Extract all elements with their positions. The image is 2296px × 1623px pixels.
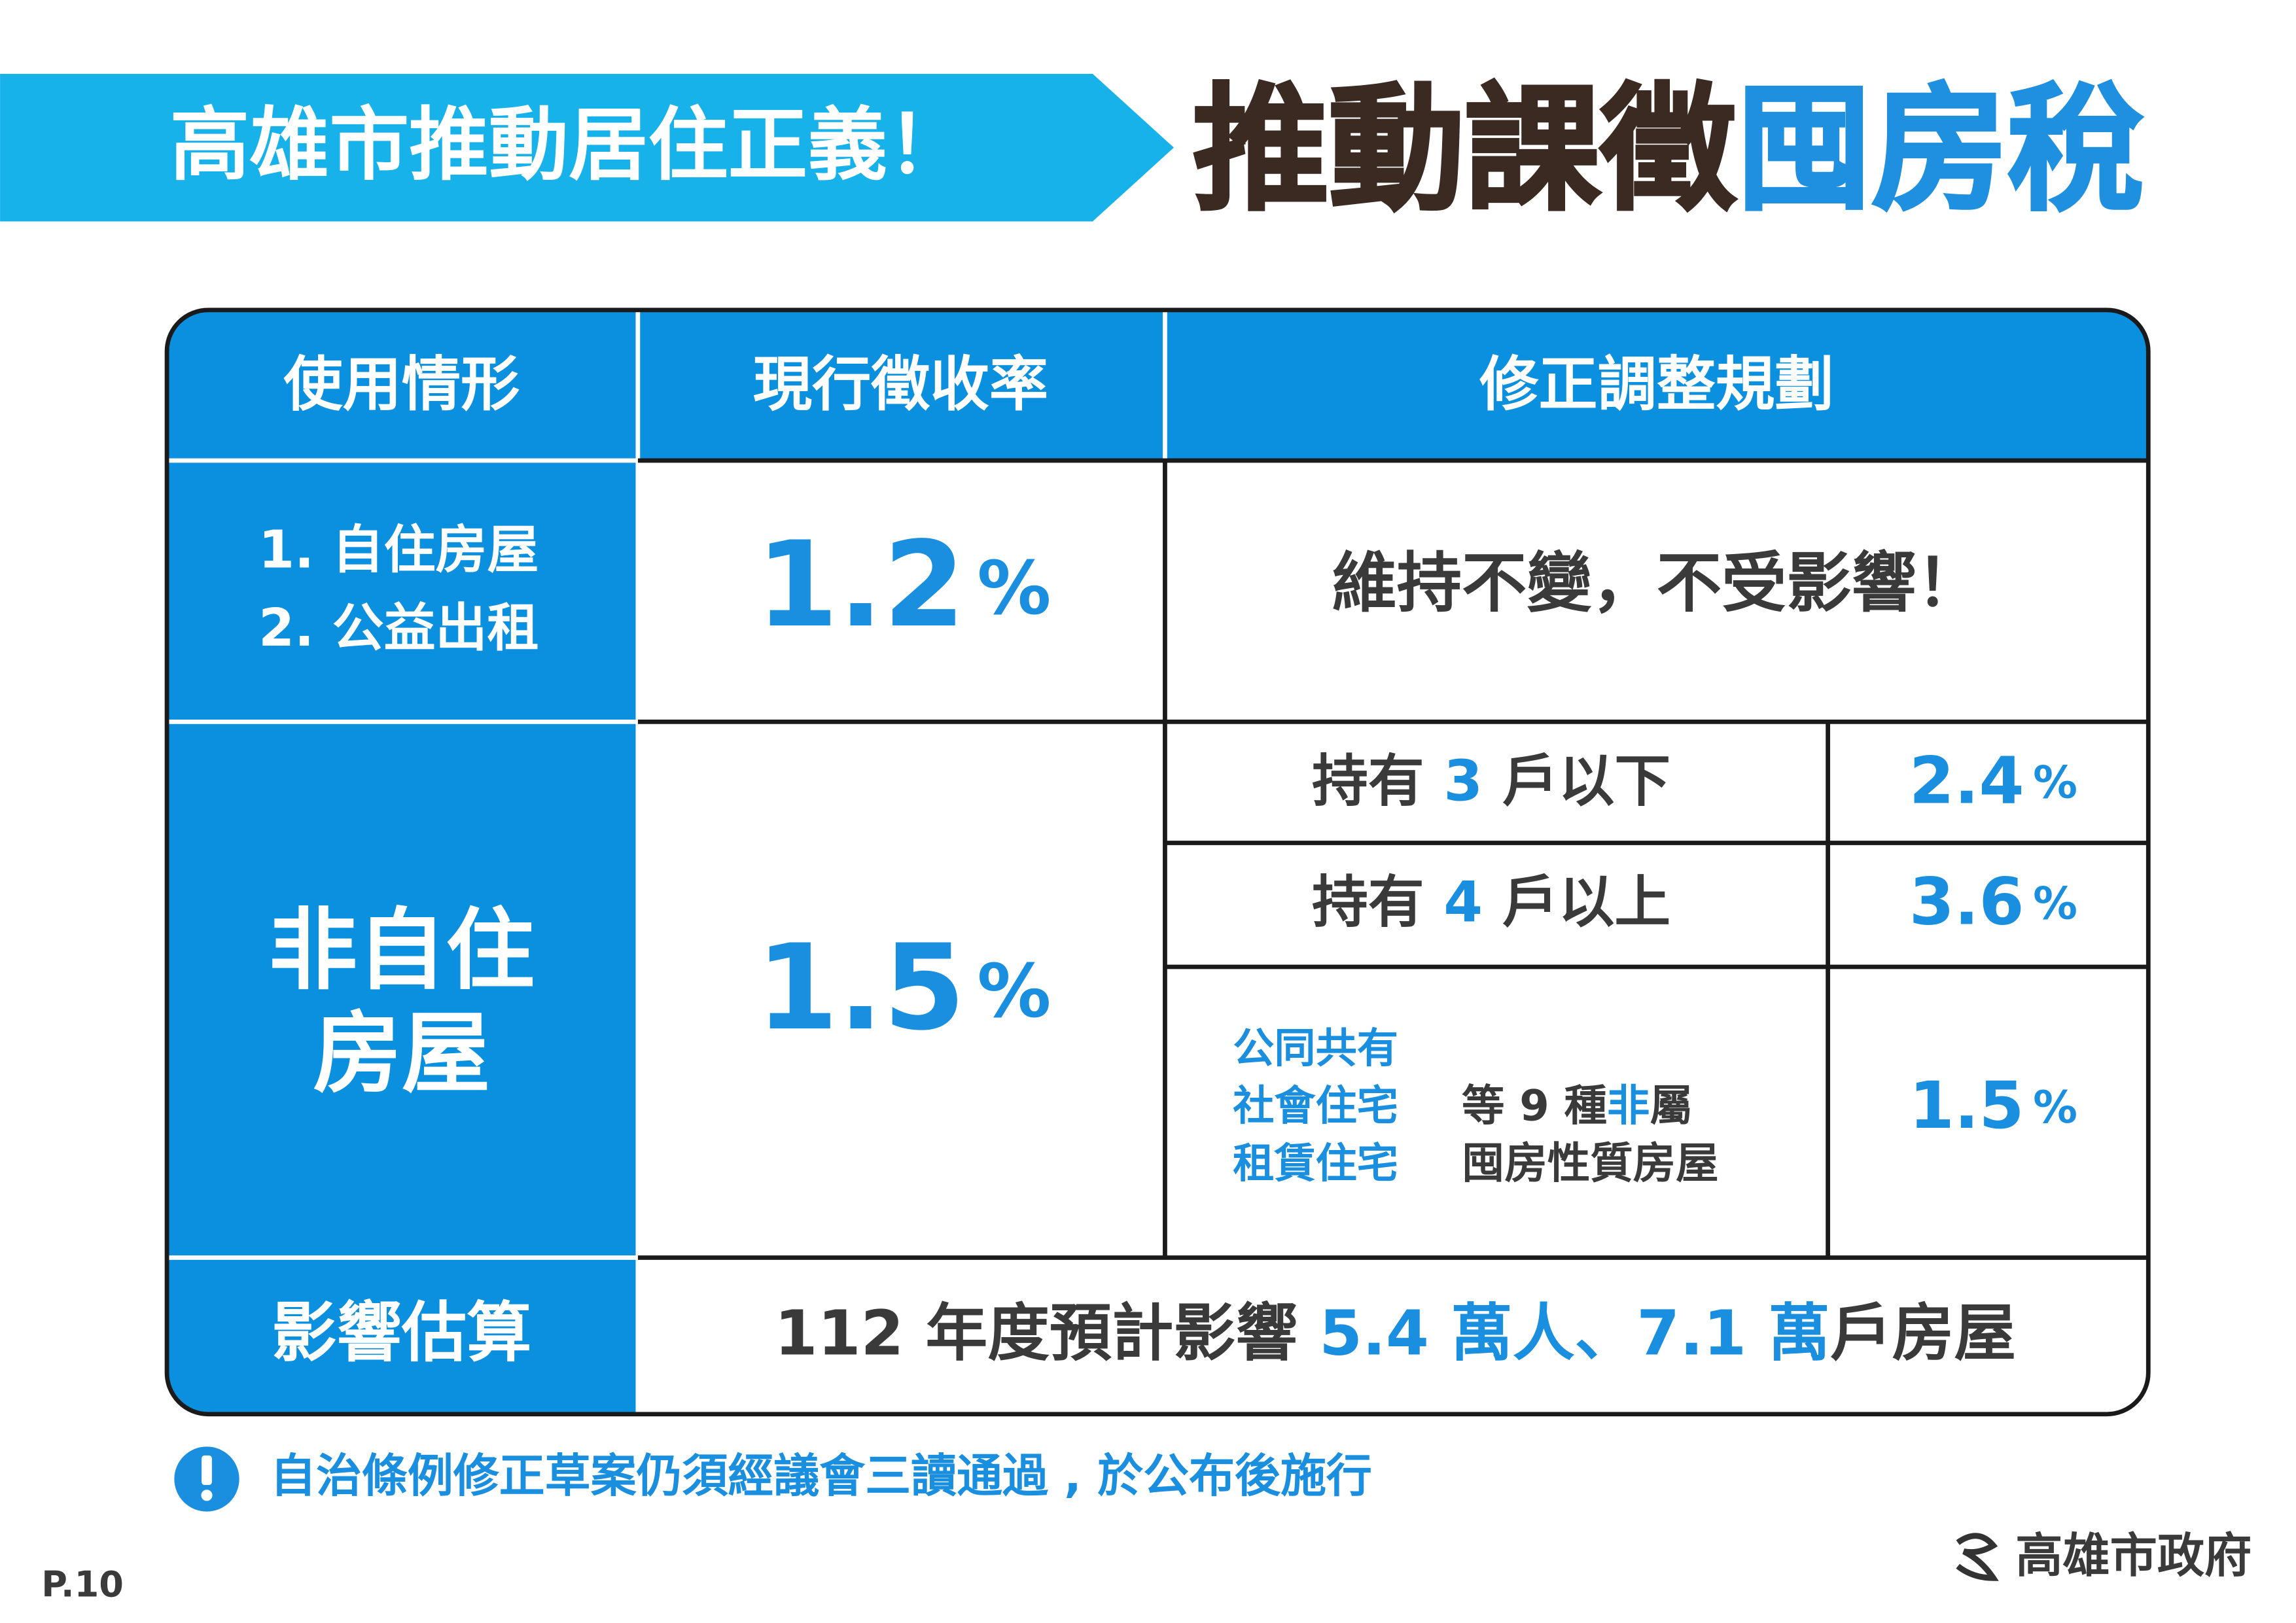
label-part: 持有 [1312,870,1443,935]
header-cell: 修正調整規劃 [1479,350,1834,419]
label-part: 戶以下 [1483,749,1670,814]
usage: 非自住 [269,898,535,1002]
kind: 租賃住宅 [1233,1139,1398,1187]
usage: 1. 自住房屋 [258,520,539,580]
rate: 1.5% [756,918,1051,1056]
rate-unit: % [2033,756,2077,808]
impact-part: 112 年度預計影響 [775,1297,1319,1369]
main-title: 推動課徵囤房稅 [1193,70,2144,228]
plan-label: 持有 4 戶以上 [1312,870,1670,935]
plan: 維持不變，不受影響！ [1332,546,1982,621]
rate-value: 1.5 [756,918,966,1056]
plan-rate: 3.6% [1909,865,2077,940]
org-logo [1956,1533,1999,1581]
rate-unit: % [2033,877,2077,929]
usage: 房屋 [313,1002,490,1105]
title-dark: 推動課徵 [1193,70,1736,228]
label-part: 戶以上 [1483,870,1670,935]
org-name: 高雄市政府 [2015,1529,2252,1584]
label-part: 屬 [1650,1081,1692,1131]
label-part: 等 9 種 [1462,1081,1607,1131]
plan-label: 持有 3 戶以下 [1312,749,1670,814]
impact-part: 5.4 萬人、7.1 萬 [1319,1297,1830,1369]
rate-unit: % [2033,1081,2077,1132]
label-part: 4 [1443,870,1483,935]
plan-label: 囤房性質房屋 [1462,1139,1719,1189]
label-part: 3 [1443,749,1483,814]
rate-value: 1.5 [1909,1068,2024,1143]
label-part: 非 [1607,1081,1650,1131]
header-cell: 現行徵收率 [753,350,1048,419]
rate-value: 3.6 [1909,865,2024,940]
impact: 112 年度預計影響 5.4 萬人、7.1 萬戶房屋 [775,1297,2017,1369]
label-part: 持有 [1312,749,1443,814]
rate-value: 1.2 [756,515,966,654]
table-border [164,307,2151,1417]
rate: 1.2% [756,515,1051,654]
impact-part: 戶房屋 [1830,1297,2016,1369]
usage: 影響估算 [272,1296,531,1371]
plan-rate: 2.4% [1909,744,2077,819]
page-number: P.10 [41,1563,124,1605]
banner-text: 高雄市推動居住正義！ [170,98,967,191]
banner [0,73,1174,222]
grid [167,309,2149,1414]
kind: 公同共有 [1233,1024,1398,1072]
rate-unit: % [977,545,1051,631]
table [167,309,2149,1414]
header-cell: 使用情形 [283,350,520,419]
title-blue: 囤房稅 [1737,70,2144,228]
note-icon-bar [202,1455,212,1486]
left-column [167,309,638,1414]
note: 自治條例修正草案仍須經議會三讀通過 , 於公布後施行 [270,1450,1372,1503]
usage: 2. 公益出租 [258,598,539,658]
rate-unit: % [977,948,1051,1034]
plan-label: 等 9 種非屬 [1462,1081,1693,1131]
kind: 社會住宅 [1233,1081,1398,1130]
note-icon-dot [201,1490,213,1501]
rate-value: 2.4 [1909,744,2024,819]
plan-rate: 1.5% [1909,1068,2077,1143]
